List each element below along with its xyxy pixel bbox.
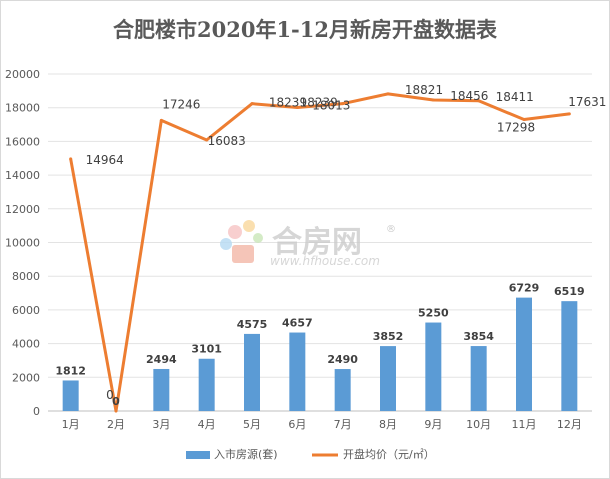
- line-value-label: 17298: [497, 121, 535, 135]
- y-tick-label: 18000: [5, 102, 40, 115]
- watermark-url: www.hfhouse.com: [270, 254, 380, 268]
- line-value-label: 18239: [269, 96, 307, 110]
- legend-bar-swatch: [186, 451, 210, 459]
- x-tick-label: 9月: [424, 418, 442, 431]
- x-tick-label: 5月: [243, 418, 261, 431]
- line-point: [69, 157, 73, 161]
- bar: [334, 369, 351, 411]
- y-tick-label: 12000: [5, 203, 40, 216]
- x-tick-label: 2月: [107, 418, 125, 431]
- bar-value-label: 1812: [55, 364, 86, 377]
- bar: [425, 322, 442, 411]
- line-series: [69, 92, 571, 413]
- line-point: [114, 409, 118, 413]
- line-value-label: 0: [106, 388, 114, 402]
- line-value-label: 18239: [300, 96, 338, 110]
- y-axis: 0 2000 4000 6000 8000 10000 12000 14000 16000 180…: [5, 68, 40, 418]
- line-point: [295, 105, 299, 109]
- y-tick-label: 2000: [12, 371, 40, 384]
- line-point: [477, 99, 481, 103]
- legend-line-label: 开盘均价（元/㎡）: [343, 447, 435, 461]
- line-value-label: 17246: [162, 97, 200, 111]
- bar: [244, 333, 260, 411]
- legend-bar-label: 入市房源(套): [214, 447, 278, 461]
- bar-value-label: 6519: [554, 285, 585, 298]
- line-value-label: 14964: [86, 153, 124, 167]
- x-tick-label: 4月: [198, 418, 216, 431]
- bar-data-labels: 1812 0 2494 3101 4575 4657 2490 3852 5250 3854 672…: [55, 282, 584, 408]
- bar-value-label: 4575: [237, 318, 268, 331]
- bar: [62, 380, 79, 411]
- y-tick-label: 16000: [5, 135, 40, 148]
- x-axis: 1月 2月 3月 4月 5月 6月 7月 8月 9月 10月 11月 12月: [62, 418, 582, 431]
- x-tick-label: 10月: [466, 418, 491, 431]
- x-tick-label: 1月: [62, 418, 80, 431]
- y-tick-label: 4000: [12, 338, 40, 351]
- bar: [561, 301, 578, 411]
- bar-value-label: 3852: [373, 330, 404, 343]
- x-tick-label: 8月: [379, 418, 397, 431]
- x-tick-label: 12月: [557, 418, 582, 431]
- watermark: 合房网 www.hfhouse.com ®: [220, 220, 396, 268]
- y-tick-label: 0: [33, 405, 40, 418]
- y-tick-label: 14000: [5, 169, 40, 182]
- bar: [470, 346, 487, 411]
- y-tick-label: 10000: [5, 237, 40, 250]
- chart-title: 合肥楼市2020年1-12月新房开盘数据表: [113, 17, 497, 42]
- line-path: [69, 92, 570, 413]
- bar-value-label: 2494: [146, 353, 177, 366]
- line-point: [159, 118, 163, 122]
- bar: [153, 368, 170, 411]
- line-point: [205, 138, 209, 142]
- x-tick-label: 3月: [152, 418, 170, 431]
- line-value-label: 18456: [450, 89, 488, 103]
- line-point: [522, 118, 526, 122]
- y-tick-label: 8000: [12, 270, 40, 283]
- legend: 入市房源(套) 开盘均价（元/㎡）: [186, 447, 435, 461]
- line-point: [250, 102, 254, 106]
- line-point: [567, 112, 571, 116]
- registered-mark-icon: ®: [386, 224, 396, 235]
- watermark-brand: 合房网: [272, 225, 362, 260]
- bar: [289, 332, 306, 411]
- line-value-label: 18821: [405, 83, 443, 97]
- line-value-label: 17631: [568, 95, 606, 109]
- y-tick-label: 6000: [12, 304, 40, 317]
- bar-value-label: 2490: [327, 353, 358, 366]
- line-point: [431, 98, 435, 102]
- watermark-logo-icon: [220, 220, 263, 263]
- gridlines: [48, 73, 592, 412]
- bar-value-label: 5250: [418, 307, 449, 320]
- bar-value-label: 3101: [191, 343, 222, 356]
- line-value-label: 18411: [496, 90, 534, 104]
- bar-value-label: 3854: [463, 330, 494, 343]
- bar: [198, 358, 215, 411]
- bar-value-label: 6729: [509, 282, 540, 295]
- bar-value-label: 0: [112, 395, 120, 408]
- y-tick-label: 20000: [5, 68, 40, 81]
- line-point: [386, 92, 390, 96]
- x-tick-label: 7月: [334, 418, 352, 431]
- bar-value-label: 4657: [282, 317, 313, 330]
- x-tick-label: 6月: [288, 418, 306, 431]
- line-value-label: 18013: [312, 98, 350, 112]
- line-value-label: 16083: [208, 134, 246, 148]
- x-tick-label: 11月: [512, 418, 537, 431]
- bar-series: [62, 297, 578, 411]
- bar: [516, 297, 532, 411]
- line-point: [341, 102, 345, 106]
- bar: [380, 346, 396, 411]
